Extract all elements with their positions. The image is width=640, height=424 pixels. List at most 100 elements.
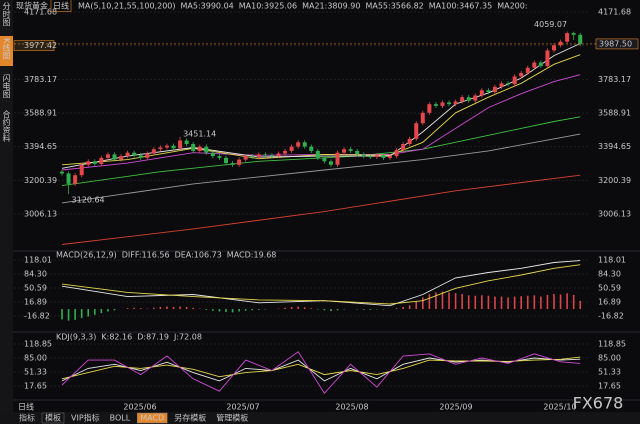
x-tick-label: 2025/06 bbox=[123, 403, 156, 412]
candle-body bbox=[158, 147, 163, 150]
macd-bar bbox=[454, 293, 457, 310]
macd-bar bbox=[113, 309, 116, 311]
candle-body bbox=[210, 152, 215, 157]
candle-body bbox=[322, 157, 327, 162]
candle-body bbox=[250, 156, 255, 158]
toolbar-button[interactable]: MACD bbox=[140, 414, 164, 423]
candle-body bbox=[283, 150, 288, 154]
candle-body bbox=[532, 62, 537, 68]
y-tick-label-left: 3783.17 bbox=[24, 75, 57, 84]
candle-body bbox=[407, 138, 412, 145]
macd-bar bbox=[225, 309, 227, 312]
macd-bar bbox=[212, 309, 214, 311]
y-tick-label-left: 4171.68 bbox=[24, 7, 57, 16]
indicator-line bbox=[61, 74, 581, 171]
candle-body bbox=[302, 142, 307, 147]
candle-body bbox=[243, 156, 248, 160]
y-tick-label-left: 51.33 bbox=[24, 368, 47, 377]
y-tick-label-left: 3394.65 bbox=[24, 142, 57, 151]
toolbar-button[interactable]: 指标 bbox=[19, 413, 35, 423]
macd-bar bbox=[231, 309, 234, 313]
toolbar-button[interactable]: VIP指标 bbox=[71, 413, 100, 423]
candle-body bbox=[525, 67, 530, 73]
candle-body bbox=[112, 154, 117, 160]
toolbar-button[interactable]: 另存模板 bbox=[174, 413, 206, 423]
y-tick-label-right: 3783.17 bbox=[598, 75, 631, 84]
candle-body bbox=[145, 153, 150, 158]
candle-body bbox=[420, 112, 425, 124]
candle-body bbox=[401, 144, 406, 151]
macd-bar bbox=[290, 306, 293, 310]
candle-body bbox=[433, 104, 438, 106]
side-tab[interactable]: 合约资料 bbox=[2, 109, 11, 143]
macd-bar bbox=[474, 295, 477, 310]
candle-body bbox=[73, 175, 78, 184]
candle-body bbox=[558, 41, 563, 46]
legend-entry: MA200: bbox=[497, 2, 527, 11]
y-tick-label-right: 3394.65 bbox=[598, 142, 631, 151]
side-tab[interactable]: 闪电图 bbox=[2, 74, 11, 99]
indicator-line bbox=[61, 351, 581, 395]
y-tick-label-left: 3977.42 bbox=[24, 41, 57, 50]
macd-bar bbox=[107, 309, 109, 312]
macd-bar bbox=[526, 295, 529, 310]
candle-body bbox=[571, 33, 576, 35]
candle-body bbox=[79, 164, 84, 176]
toolbar-button[interactable]: 管理模板 bbox=[216, 413, 248, 423]
macd-bar bbox=[507, 297, 509, 310]
macd-bar bbox=[297, 306, 299, 310]
candle-body bbox=[230, 163, 235, 165]
macd-bar bbox=[540, 296, 542, 310]
legend-entry: MA21:3809.90 bbox=[302, 2, 360, 11]
macd-bar bbox=[461, 294, 463, 310]
candle-body bbox=[466, 97, 471, 101]
y-tick-label-right: 3588.91 bbox=[598, 108, 631, 117]
watermark: FX678 bbox=[573, 394, 624, 413]
macd-bar bbox=[139, 308, 142, 310]
candle-body bbox=[197, 146, 202, 151]
period-label: 日线 bbox=[53, 1, 69, 11]
indicator-line bbox=[61, 116, 581, 187]
side-tab[interactable]: K线图 bbox=[2, 38, 11, 60]
candle-body bbox=[440, 102, 445, 106]
legend-entry: MA100:3467.35 bbox=[429, 2, 492, 11]
toolbar-button[interactable]: BOLL bbox=[110, 414, 131, 423]
candle-body bbox=[217, 156, 222, 158]
indicator-line bbox=[61, 264, 581, 305]
y-tick-label-left: 118.85 bbox=[24, 340, 52, 349]
candle-body bbox=[545, 50, 550, 67]
candle-body bbox=[86, 161, 91, 165]
side-tab[interactable]: 分时图 bbox=[2, 2, 11, 27]
toolbar-button-box bbox=[136, 412, 168, 424]
y-tick-label-right: 50.59 bbox=[598, 284, 621, 293]
macd-bar bbox=[369, 309, 372, 310]
candle-body bbox=[256, 154, 261, 158]
candle-body bbox=[151, 149, 156, 154]
extreme-label: 4059.07 bbox=[534, 20, 567, 29]
macd-bar bbox=[533, 295, 536, 310]
macd-bar bbox=[205, 309, 208, 310]
candle-body bbox=[565, 33, 570, 42]
macd-bar bbox=[238, 309, 240, 312]
candle-body bbox=[342, 149, 347, 153]
macd-bar bbox=[330, 309, 332, 312]
x-tick-label: 2025/07 bbox=[226, 403, 259, 412]
macd-bar bbox=[74, 309, 76, 320]
instrument-title: 现货黄金 bbox=[16, 1, 48, 11]
macd-bar bbox=[310, 308, 313, 310]
candle-body bbox=[361, 154, 366, 157]
y-tick-label-left: 3006.13 bbox=[24, 209, 57, 218]
candle-body bbox=[512, 76, 517, 85]
indicator-line bbox=[61, 43, 581, 169]
candle-body bbox=[99, 157, 104, 164]
toolbar-button[interactable]: 模板 bbox=[45, 413, 61, 423]
legend-entry: MA5:3990.04 bbox=[181, 2, 234, 11]
macd-bar bbox=[179, 306, 181, 310]
candle-body bbox=[538, 62, 543, 67]
candle-body bbox=[499, 83, 504, 87]
candle-body bbox=[486, 90, 491, 93]
y-tick-label-left: 84.30 bbox=[24, 270, 47, 279]
period-box bbox=[50, 0, 72, 12]
candle-body bbox=[191, 144, 196, 151]
y-tick-label-left: -16.82 bbox=[24, 312, 50, 321]
